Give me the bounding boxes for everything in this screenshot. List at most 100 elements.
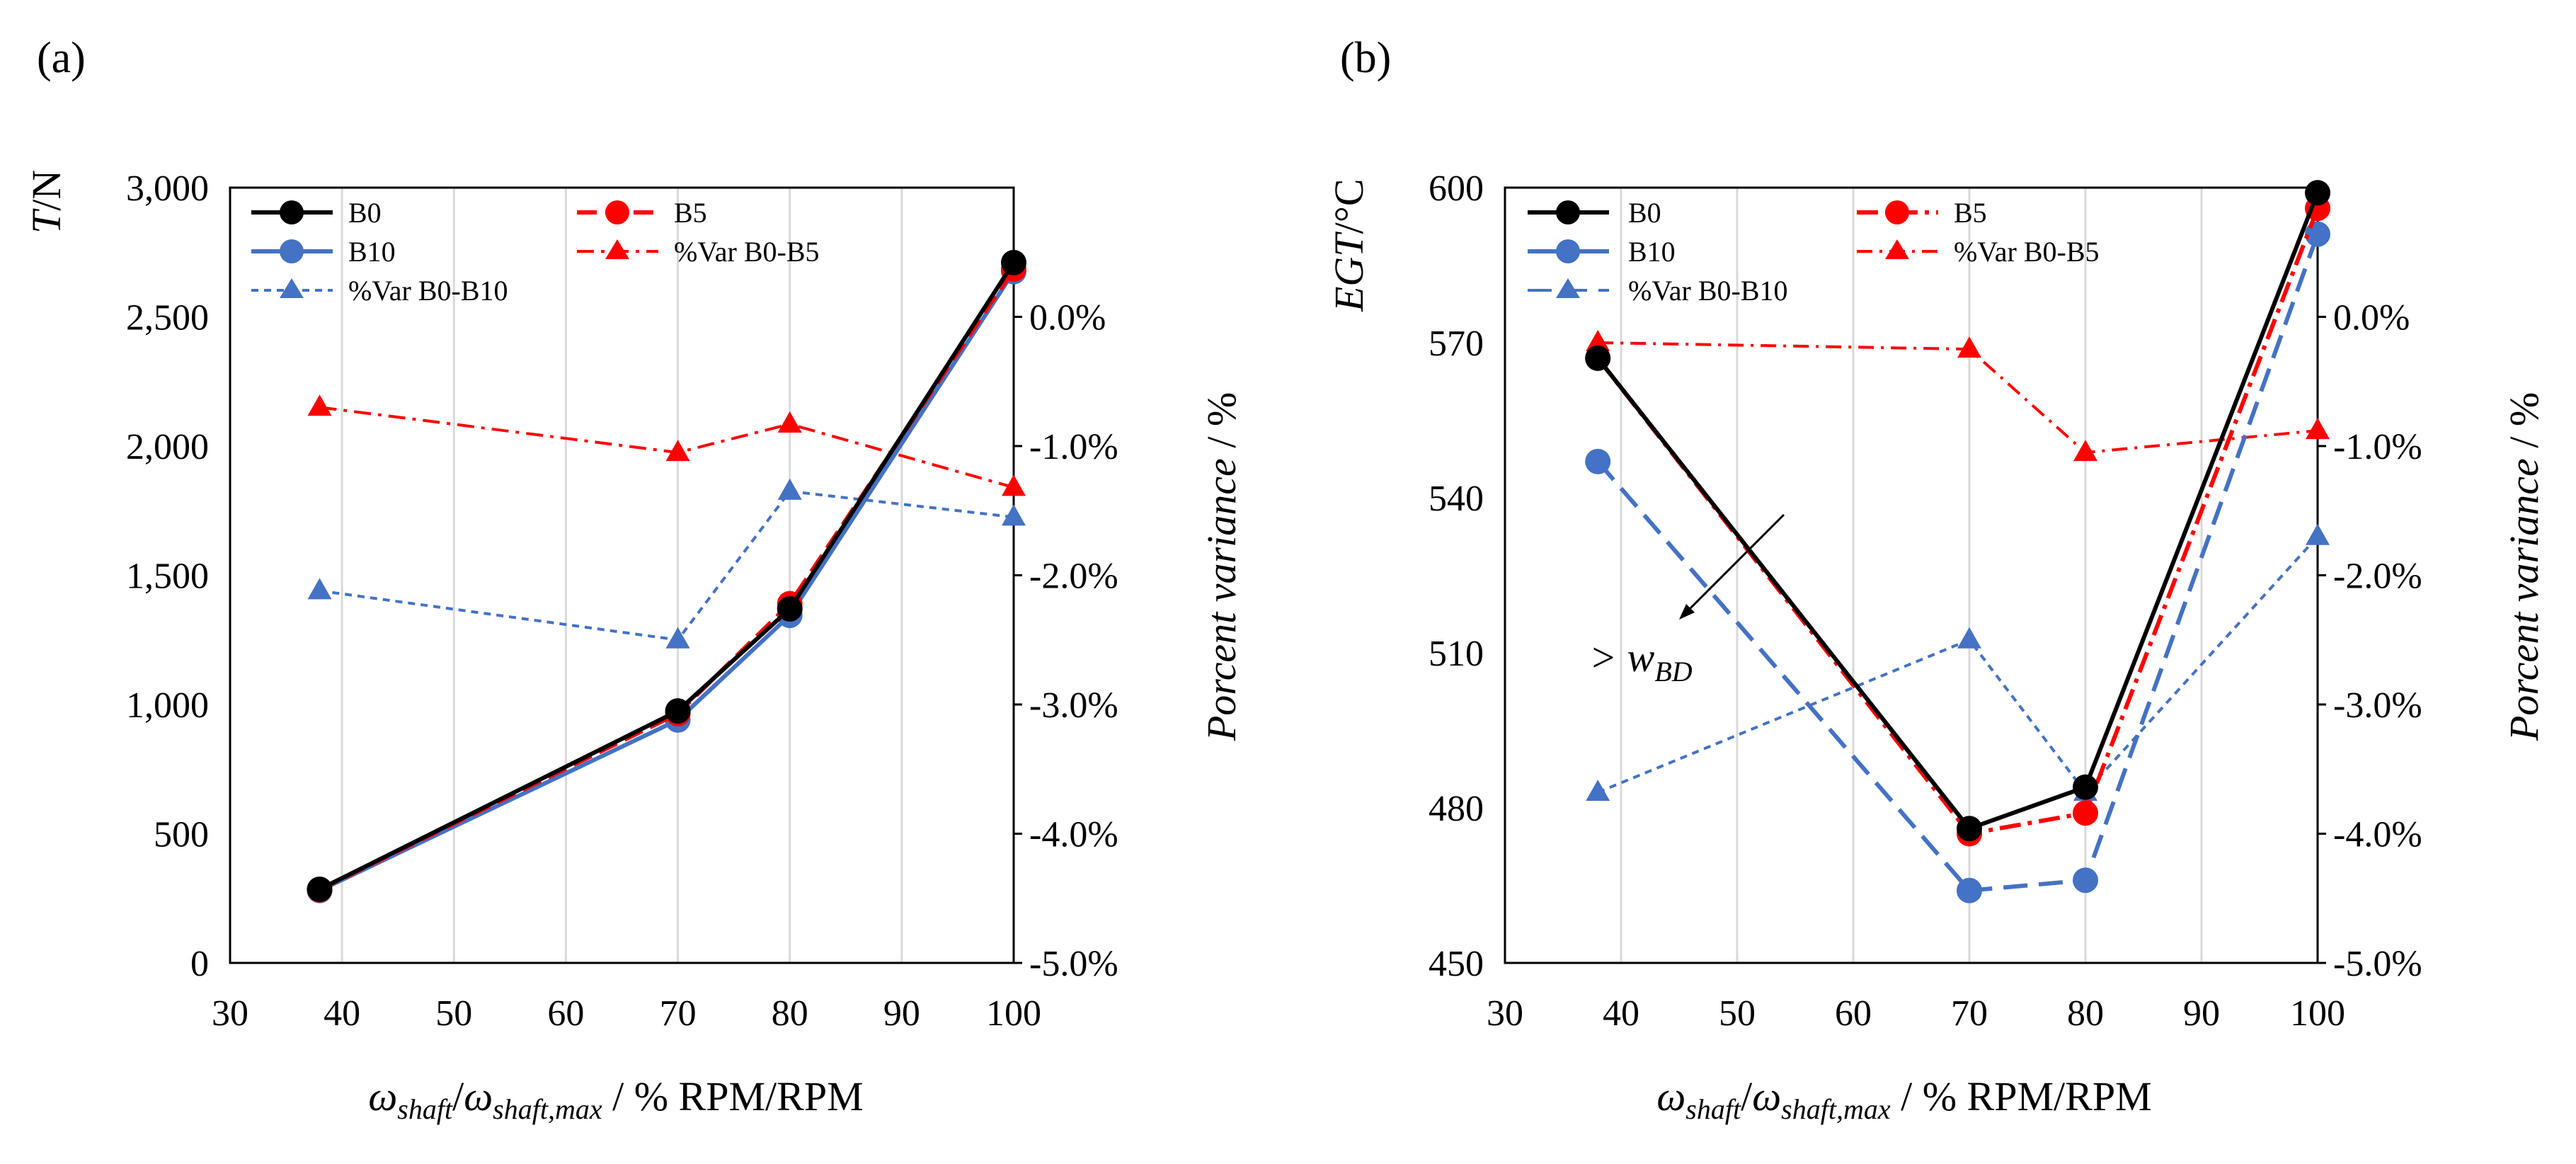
panel-b-series-line [1598, 341, 2318, 455]
panel-b-data-point [2306, 418, 2330, 440]
panel-b-series-line [1596, 192, 2320, 831]
panel-a-data-point [777, 595, 803, 622]
panel-a-data-point [307, 876, 333, 902]
panel-b-y-left-tick-label: 600 [1429, 169, 1484, 209]
panel-a-x-tick-label: 70 [660, 993, 697, 1034]
panel-a-data-point [307, 394, 332, 416]
panel-b-xlabel-num: ω [1656, 1073, 1685, 1119]
panel-a-legend-b5-label: B5 [674, 197, 707, 229]
panel-b-x-tick-label: 50 [1719, 993, 1756, 1034]
panel-a-y-left-tick-label: 3,000 [126, 169, 209, 209]
panel-b-legend-var-b5: %Var B0-B5 [1857, 236, 2100, 268]
panel-b-ylabel-left-symbol: EGT [1326, 232, 1372, 312]
panel-b-ylabel-right: Porcent variance / % [2501, 392, 2547, 741]
panel-b-legend-b5: B5 [1857, 197, 1987, 229]
panel-b-legend-b0: B0 [1528, 197, 1661, 229]
panel-b-label: (b) [1340, 34, 1391, 82]
panel-b-data-point [2306, 523, 2330, 545]
panel-b-legend: B0 B5 B10 %Var B0-B5 %Var B0-B10 [1528, 197, 2100, 307]
panel-b-ylabel-right-text: Porcent variance [2501, 458, 2547, 741]
panel-b-y-left-tick-label: 570 [1429, 324, 1484, 364]
panel-b-series-b10 [1585, 221, 2330, 903]
panel-b-y-right-tick-label: 0.0% [2333, 298, 2410, 338]
panel-a-grid [340, 188, 903, 963]
panel-a-y-left-tick-label: 1,000 [126, 685, 209, 726]
panel-a-series-var-b0-b5 [307, 394, 1026, 496]
panel-b-ylabel-left: EGT/°C [1326, 178, 1372, 312]
panel-b-x-tick-label: 60 [1835, 993, 1872, 1034]
panel-b-series-line [1597, 535, 2319, 794]
panel-a-xlabel: ωshaft/ωshaft,max / % RPM/RPM [368, 1073, 863, 1125]
panel-b-y-left-tick-label: 510 [1429, 634, 1484, 674]
panel-b-xlabel: ωshaft/ωshaft,max / % RPM/RPM [1656, 1073, 2151, 1125]
panel-a-series-b5 [307, 256, 1026, 903]
panel-b-legend-var-b5-label: %Var B0-B5 [1954, 236, 2100, 268]
panel-a-data-point [777, 411, 802, 433]
panel-a-legend-var-b10: %Var B0-B10 [251, 275, 508, 307]
panel-b-y-right-tick-label: -3.0% [2333, 685, 2422, 726]
panel-a-series-var-b0-b10 [307, 478, 1026, 649]
panel-b-data-point [1957, 816, 1982, 842]
panel-b-data-point [2305, 221, 2330, 247]
panel-a-ylabel-left-symbol: T [23, 208, 69, 234]
panel-b-data-point [1586, 330, 1610, 351]
panel-b-annotation-arrowhead [1679, 604, 1695, 620]
panel-b-series-b0 [1585, 180, 2330, 842]
panel-b-ticks: 30 40 50 60 70 80 90 100 450 480 510 540 570 600 -5.0%… [1429, 169, 2422, 1034]
panel-a-label: (a) [37, 34, 86, 82]
panel-a-series-line [319, 270, 1016, 893]
panel-b-legend-var-b10-label: %Var B0-B10 [1628, 275, 1788, 307]
panel-b-y-left-tick-label: 450 [1429, 944, 1484, 984]
panel-b-xlabel-unit: / % RPM/RPM [1891, 1073, 2152, 1119]
panel-b-x-tick-label: 80 [2067, 993, 2104, 1034]
panel-a-ylabel-left-unit: /N [23, 170, 69, 211]
panel-b-y-right-tick-label: -5.0% [2333, 944, 2422, 984]
panel-a: (a) 30 40 50 60 70 80 90 100 0 500 1,000 1,500 2,000… [23, 34, 1244, 1125]
panel-a-legend-var-b10-label: %Var B0-B10 [348, 275, 508, 307]
panel-a-legend-b10: B10 [251, 236, 396, 268]
panel-a-series [307, 249, 1026, 903]
panel-b-data-point [2073, 800, 2098, 826]
panel-b-data-point [1957, 877, 1982, 903]
panel-a-legend-var-b5-label: %Var B0-B5 [674, 236, 820, 268]
panel-b-legend-b10: B10 [1528, 236, 1676, 268]
panel-b-x-tick-label: 90 [2183, 993, 2220, 1034]
panel-b-data-point [1585, 345, 1611, 371]
panel-a-y-left-tick-label: 0 [190, 944, 209, 984]
panel-a-y-right-tick-label: -5.0% [1029, 944, 1118, 984]
panel-a-y-left-tick-label: 500 [154, 815, 209, 855]
panel-a-y-right-tick-label: -1.0% [1029, 427, 1118, 467]
panel-a-xlabel-den: ω [464, 1073, 493, 1119]
panel-a-ticks: 30 40 50 60 70 80 90 100 0 500 1,000 1,500 2,000 2,50… [126, 169, 1118, 1034]
panel-a-series-line [319, 261, 1016, 891]
panel-b-y-right-tick-label: -4.0% [2333, 815, 2422, 855]
panel-a-x-tick-label: 80 [772, 993, 808, 1034]
panel-a-series-line [319, 489, 1014, 641]
panel-a-data-point [1001, 249, 1026, 275]
panel-a-x-tick-label: 60 [547, 993, 584, 1034]
panel-b-y-right-tick-label: -2.0% [2333, 557, 2422, 597]
panel-a-series-line [319, 406, 1014, 489]
panel-a-data-point [777, 478, 802, 500]
panel-b-annotation-arrow [1681, 513, 1785, 617]
panel-a-x-tick-label: 90 [883, 993, 920, 1034]
panel-b-annotation-sub: BD [1654, 656, 1692, 687]
panel-a-x-tick-label: 30 [212, 993, 248, 1034]
panel-b-legend-b5-label: B5 [1954, 197, 1987, 229]
panel-b-data-point [2305, 180, 2330, 206]
panel-b-annotation: > wBD [1589, 513, 1785, 687]
panel-a-y-right-tick-label: 0.0% [1029, 298, 1106, 338]
panel-b-x-tick-label: 70 [1951, 993, 1988, 1034]
panel-b-series [1585, 180, 2330, 903]
panel-b-ylabel-left-unit: /°C [1326, 178, 1372, 234]
panel-b-data-point [2073, 774, 2098, 800]
panel-b-x-tick-label: 100 [2290, 993, 2345, 1034]
panel-b-xlabel-num-sub: shaft [1685, 1093, 1741, 1125]
panel-b-data-point [2073, 867, 2098, 894]
panel-a-data-point [1002, 474, 1026, 496]
panel-a-xlabel-num-sub: shaft [397, 1093, 453, 1125]
panel-b-annotation-main: > w [1589, 634, 1655, 680]
panel-a-x-tick-label: 40 [324, 993, 360, 1034]
panel-a-series-b0 [307, 249, 1026, 902]
panel-a-legend-b0-label: B0 [348, 197, 382, 229]
